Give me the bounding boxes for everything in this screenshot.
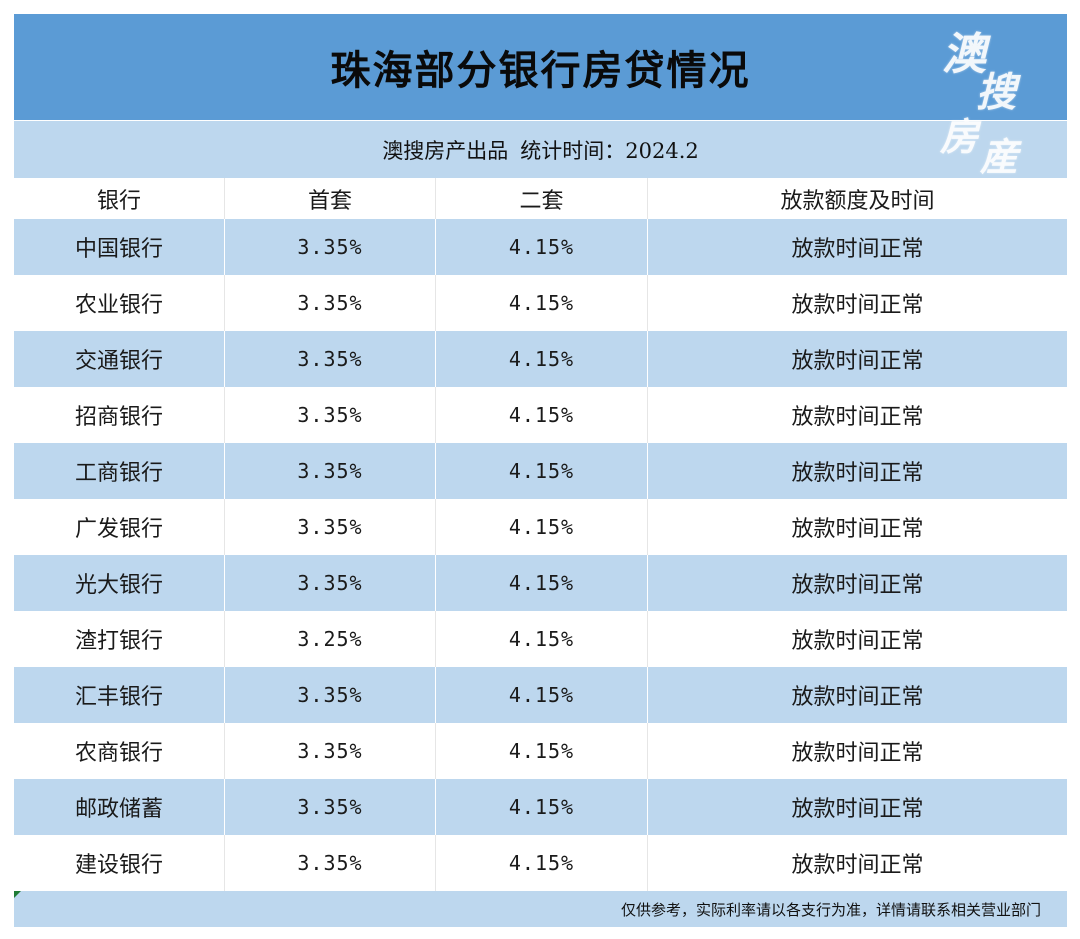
first-home-rate-cell: 3.35% [225, 667, 436, 723]
table-row: 汇丰银行 3.35% 4.15% 放款时间正常 [14, 667, 1067, 723]
loan-status-cell: 放款时间正常 [791, 573, 924, 598]
second-home-rate-cell: 4.15% [436, 723, 648, 779]
bank-name-cell: 汇丰银行 [14, 667, 225, 723]
loan-status-cell: 放款时间正常 [791, 461, 924, 486]
loan-status-cell: 放款时间正常 [791, 405, 924, 430]
header-bank: 银行 [14, 178, 225, 219]
second-home-rate-cell: 4.15% [436, 667, 648, 723]
bank-name-cell: 交通银行 [14, 331, 225, 387]
page-title: 珠海部分银行房贷情况 [330, 48, 751, 94]
bank-name-cell: 光大银行 [14, 555, 225, 611]
footer-bar: 仅供参考，实际利率请以各支行为准，详情请联系相关营业部门 [14, 891, 1067, 927]
bank-name-cell: 招商银行 [14, 387, 225, 443]
bank-name-cell: 农业银行 [14, 275, 225, 331]
table-row: 工商银行 3.35% 4.15% 放款时间正常 [14, 443, 1067, 499]
subtitle-bar: 澳搜房产出品 统计时间：2024.2 [14, 120, 1067, 178]
header-second-home: 二套 [436, 178, 648, 219]
table-row: 渣打银行 3.25% 4.15% 放款时间正常 [14, 611, 1067, 667]
table-row: 广发银行 3.35% 4.15% 放款时间正常 [14, 499, 1067, 555]
title-bar: 珠海部分银行房贷情况 [14, 14, 1067, 120]
header-first-home: 首套 [225, 178, 436, 219]
second-home-rate-cell: 4.15% [436, 835, 648, 891]
second-home-rate-cell: 4.15% [436, 499, 648, 555]
table-row: 交通银行 3.35% 4.15% 放款时间正常 [14, 331, 1067, 387]
stat-time-label: 统计时间：2024.2 [520, 138, 699, 163]
first-home-rate-cell: 3.35% [225, 219, 436, 275]
second-home-rate-cell: 4.15% [436, 275, 648, 331]
bank-rate-table: 银行 首套 二套 放款额度及时间 中国银行 3.35% 4.15% 放款时间正常 农业银… [14, 178, 1067, 891]
first-home-rate-cell: 3.35% [225, 443, 436, 499]
loan-status-cell: 放款时间正常 [791, 685, 924, 710]
source-label: 澳搜房产出品 [382, 138, 509, 163]
bank-name-cell: 邮政储蓄 [14, 779, 225, 835]
second-home-rate-cell: 4.15% [436, 611, 648, 667]
first-home-rate-cell: 3.35% [225, 499, 436, 555]
bank-name-cell: 工商银行 [14, 443, 225, 499]
loan-status-cell: 放款时间正常 [791, 293, 924, 318]
table-row: 光大银行 3.35% 4.15% 放款时间正常 [14, 555, 1067, 611]
bank-name-cell: 建设银行 [14, 835, 225, 891]
first-home-rate-cell: 3.35% [225, 555, 436, 611]
rate-table-sheet: 珠海部分银行房贷情况 澳搜房产出品 统计时间：2024.2 银行 首套 二套 放… [14, 14, 1067, 927]
second-home-rate-cell: 4.15% [436, 219, 648, 275]
first-home-rate-cell: 3.25% [225, 611, 436, 667]
cell-corner-marker [14, 891, 21, 898]
loan-status-cell: 放款时间正常 [791, 349, 924, 374]
bank-name-cell: 中国银行 [14, 219, 225, 275]
table-header-row: 银行 首套 二套 放款额度及时间 [14, 178, 1067, 219]
table-row: 中国银行 3.35% 4.15% 放款时间正常 [14, 219, 1067, 275]
header-loan-status: 放款额度及时间 [780, 188, 935, 214]
second-home-rate-cell: 4.15% [436, 555, 648, 611]
first-home-rate-cell: 3.35% [225, 835, 436, 891]
table-row: 农业银行 3.35% 4.15% 放款时间正常 [14, 275, 1067, 331]
loan-status-cell: 放款时间正常 [791, 237, 924, 262]
loan-status-cell: 放款时间正常 [791, 629, 924, 654]
first-home-rate-cell: 3.35% [225, 779, 436, 835]
bank-name-cell: 渣打银行 [14, 611, 225, 667]
loan-status-cell: 放款时间正常 [791, 741, 924, 766]
bank-name-cell: 农商银行 [14, 723, 225, 779]
first-home-rate-cell: 3.35% [225, 275, 436, 331]
table-row: 招商银行 3.35% 4.15% 放款时间正常 [14, 387, 1067, 443]
loan-status-cell: 放款时间正常 [791, 517, 924, 542]
table-row: 建设银行 3.35% 4.15% 放款时间正常 [14, 835, 1067, 891]
first-home-rate-cell: 3.35% [225, 331, 436, 387]
first-home-rate-cell: 3.35% [225, 723, 436, 779]
loan-status-cell: 放款时间正常 [791, 853, 924, 878]
table-row: 农商银行 3.35% 4.15% 放款时间正常 [14, 723, 1067, 779]
footer-note: 仅供参考，实际利率请以各支行为准，详情请联系相关营业部门 [620, 900, 1041, 919]
table-body: 中国银行 3.35% 4.15% 放款时间正常 农业银行 3.35% 4.15% 放款时间正常… [14, 219, 1067, 891]
table-row: 邮政储蓄 3.35% 4.15% 放款时间正常 [14, 779, 1067, 835]
second-home-rate-cell: 4.15% [436, 779, 648, 835]
second-home-rate-cell: 4.15% [436, 443, 648, 499]
first-home-rate-cell: 3.35% [225, 387, 436, 443]
loan-status-cell: 放款时间正常 [791, 797, 924, 822]
second-home-rate-cell: 4.15% [436, 387, 648, 443]
second-home-rate-cell: 4.15% [436, 331, 648, 387]
bank-name-cell: 广发银行 [14, 499, 225, 555]
